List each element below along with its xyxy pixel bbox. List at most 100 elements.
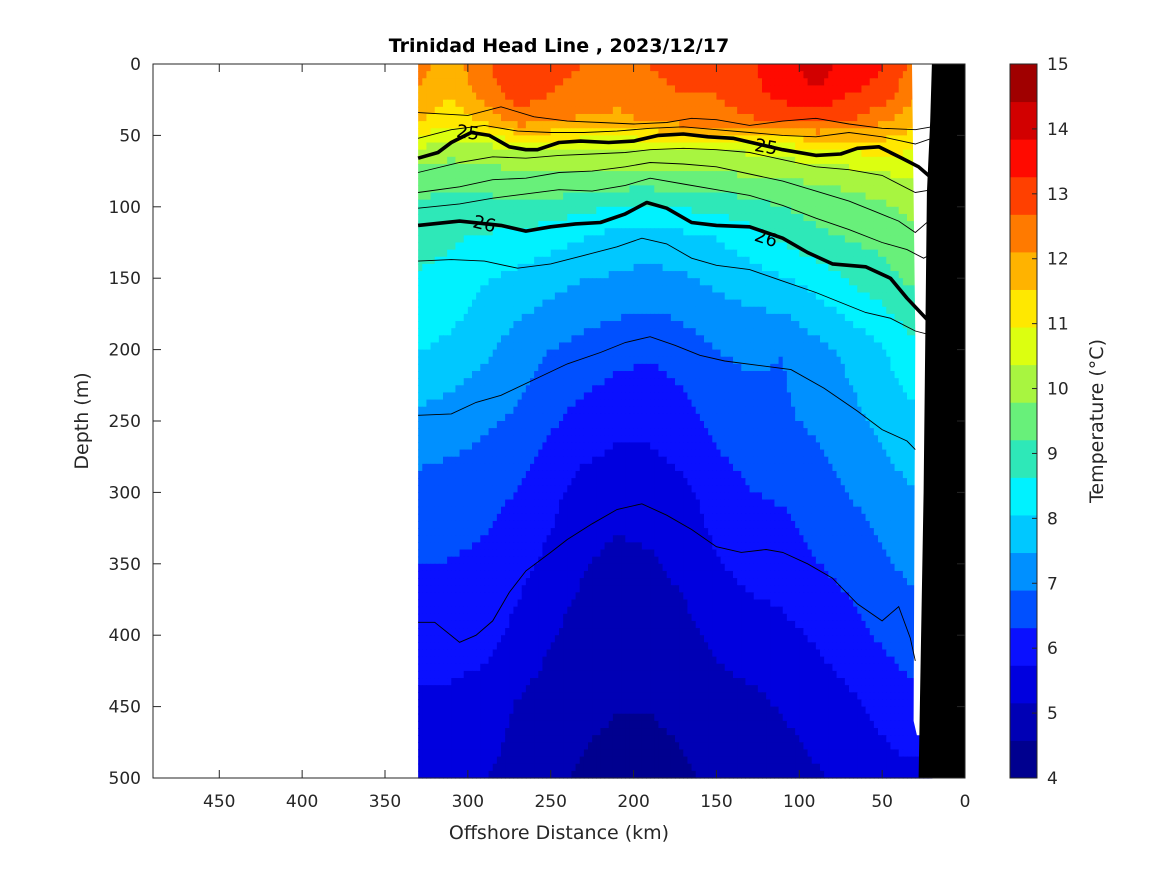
temperature-cell	[521, 242, 527, 251]
temperature-cell	[480, 321, 486, 329]
temperature-cell	[596, 213, 602, 222]
temperature-cell	[501, 121, 506, 129]
temperature-cell	[782, 78, 788, 87]
temperature-cell	[832, 64, 838, 72]
temperature-cell	[737, 106, 742, 115]
temperature-cell	[596, 171, 602, 179]
temperature-cell	[757, 64, 763, 72]
temperature-cell	[571, 278, 577, 286]
temperature-cell	[853, 221, 858, 229]
temperature-cell	[679, 285, 684, 294]
temperature-cell	[753, 99, 759, 108]
temperature-cell	[695, 235, 701, 244]
temperature-cell	[782, 228, 788, 236]
temperature-cell	[646, 156, 651, 165]
temperature-cell	[513, 213, 519, 222]
temperature-cell	[898, 64, 904, 72]
temperature-cell	[505, 178, 510, 186]
temperature-cell	[741, 113, 747, 122]
temperature-cell	[542, 213, 548, 222]
temperature-cell	[422, 178, 428, 186]
temperature-cell	[484, 235, 490, 244]
temperature-cell	[733, 328, 738, 336]
temperature-cell	[596, 292, 602, 301]
temperature-cell	[662, 328, 668, 336]
temperature-cell	[612, 235, 618, 244]
temperature-cell	[861, 113, 867, 122]
temperature-cell	[467, 171, 473, 179]
temperature-cell	[492, 163, 498, 172]
temperature-cell	[600, 92, 606, 101]
temperature-cell	[546, 178, 552, 186]
temperature-cell	[840, 285, 846, 294]
temperature-cell	[658, 342, 664, 351]
temperature-cell	[762, 106, 767, 115]
temperature-cell	[513, 121, 519, 129]
temperature-cell	[501, 271, 506, 279]
temperature-cell	[865, 178, 871, 186]
temperature-cell	[675, 335, 680, 344]
temperature-cell	[542, 149, 548, 158]
temperature-cell	[583, 292, 589, 301]
temperature-cell	[592, 271, 597, 279]
temperature-cell	[588, 85, 593, 94]
temperature-cell	[492, 206, 498, 215]
temperature-cell	[546, 206, 552, 215]
temperature-cell	[534, 85, 539, 94]
temperature-cell	[488, 64, 494, 72]
temperature-cell	[857, 235, 863, 244]
temperature-cell	[820, 178, 825, 186]
temperature-cell	[517, 228, 523, 236]
temperature-cell	[683, 192, 689, 201]
temperature-cell	[563, 113, 568, 122]
temperature-cell	[637, 78, 643, 87]
temperature-cell	[559, 99, 564, 108]
temperature-cell	[828, 278, 834, 286]
temperature-cell	[496, 185, 502, 194]
temperature-cell	[824, 263, 829, 272]
temperature-cell	[762, 199, 767, 208]
temperature-cell	[911, 321, 916, 329]
temperature-cell	[430, 206, 436, 215]
temperature-cell	[741, 64, 747, 72]
temperature-cell	[687, 156, 693, 165]
temperature-cell	[733, 113, 738, 122]
temperature-cell	[604, 249, 610, 258]
temperature-cell	[563, 85, 568, 94]
temperature-cell	[712, 64, 718, 72]
temperature-cell	[434, 99, 440, 108]
temperature-cell	[641, 213, 647, 222]
temperature-cell	[820, 342, 825, 351]
temperature-cell	[492, 149, 498, 158]
temperature-cell	[509, 306, 515, 315]
temperature-cell	[774, 171, 780, 179]
temperature-cell	[778, 142, 784, 151]
temperature-cell	[579, 271, 585, 279]
temperature-cell	[496, 178, 502, 186]
temperature-cell	[832, 113, 838, 122]
temperature-cell	[865, 306, 871, 315]
temperature-cell	[505, 256, 510, 265]
temperature-cell	[683, 199, 689, 208]
temperature-cell	[716, 328, 722, 336]
temperature-cell	[857, 185, 863, 194]
temperature-cell	[728, 342, 734, 351]
temperature-cell	[844, 185, 850, 194]
temperature-cell	[505, 92, 510, 101]
temperature-cell	[869, 256, 875, 265]
temperature-cell	[438, 149, 444, 158]
temperature-cell	[782, 213, 788, 222]
temperature-cell	[666, 71, 672, 79]
temperature-cell	[828, 285, 834, 294]
temperature-cell	[538, 292, 544, 301]
temperature-cell	[426, 178, 432, 186]
temperature-cell	[803, 142, 809, 151]
temperature-cell	[484, 171, 490, 179]
temperature-cell	[554, 85, 560, 94]
temperature-cell	[443, 313, 448, 322]
temperature-cell	[844, 335, 850, 344]
temperature-cell	[828, 185, 834, 194]
temperature-cell	[699, 92, 705, 101]
temperature-cell	[650, 142, 655, 151]
temperature-cell	[447, 121, 452, 129]
